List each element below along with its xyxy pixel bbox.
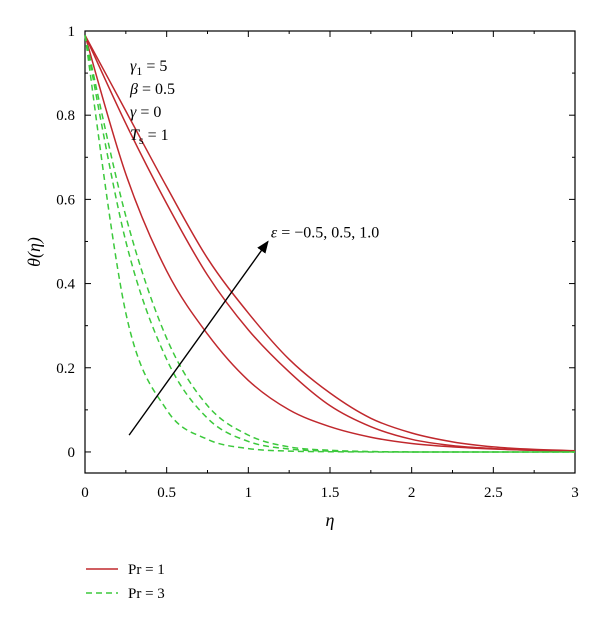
y-tick-label: 0.2 bbox=[56, 361, 75, 377]
y-tick-label: 0.4 bbox=[56, 277, 75, 293]
x-tick-label: 2 bbox=[408, 485, 416, 501]
x-tick-label: 2.5 bbox=[484, 485, 503, 501]
x-tick-label: 0.5 bbox=[157, 485, 176, 501]
y-tick-label: 0.8 bbox=[56, 108, 75, 124]
y-tick-label: 1 bbox=[68, 24, 76, 40]
series-line-pr3-eps-0p5 bbox=[84, 35, 575, 453]
x-tick-label: 1.5 bbox=[321, 485, 340, 501]
annotation-layer: γ1 = 5 β = 0.5 γ = 0 Ts = 1 ε = −0.5, 0.5, 1… bbox=[128, 58, 379, 436]
x-tick-label: 0 bbox=[81, 485, 89, 501]
series-line-pr3-eps-1 bbox=[84, 35, 575, 453]
y-tick-label: 0.6 bbox=[56, 192, 75, 208]
y-axis-label: θ(η) bbox=[24, 237, 45, 267]
x-axis-label: η bbox=[326, 510, 335, 530]
legend: Pr = 1 Pr = 3 bbox=[86, 562, 165, 602]
parameter-label: γ = 0 bbox=[130, 104, 161, 121]
epsilon-arrow bbox=[128, 240, 269, 436]
axis-ticks: 0 0.5 1 1.5 2 2.5 3 0 0.2 0.4 0.6 0.8 1 bbox=[56, 24, 579, 501]
y-tick-label: 0 bbox=[68, 445, 76, 461]
parameter-label: β = 0.5 bbox=[129, 81, 175, 98]
x-tick-label: 1 bbox=[245, 485, 253, 501]
series-line-pr1-eps-0p5 bbox=[84, 34, 576, 452]
legend-label-pr-1: Pr = 1 bbox=[128, 562, 165, 578]
epsilon-label: ε = −0.5, 0.5, 1.0 bbox=[271, 224, 379, 241]
x-tick-label: 3 bbox=[571, 485, 579, 501]
parameter-label: γ1 = 5 bbox=[130, 58, 167, 78]
series-layer bbox=[84, 34, 576, 453]
series-line-pr1-eps-1 bbox=[84, 34, 576, 452]
legend-label-pr-3: Pr = 3 bbox=[128, 586, 165, 602]
parameter-label: Ts = 1 bbox=[130, 127, 169, 147]
